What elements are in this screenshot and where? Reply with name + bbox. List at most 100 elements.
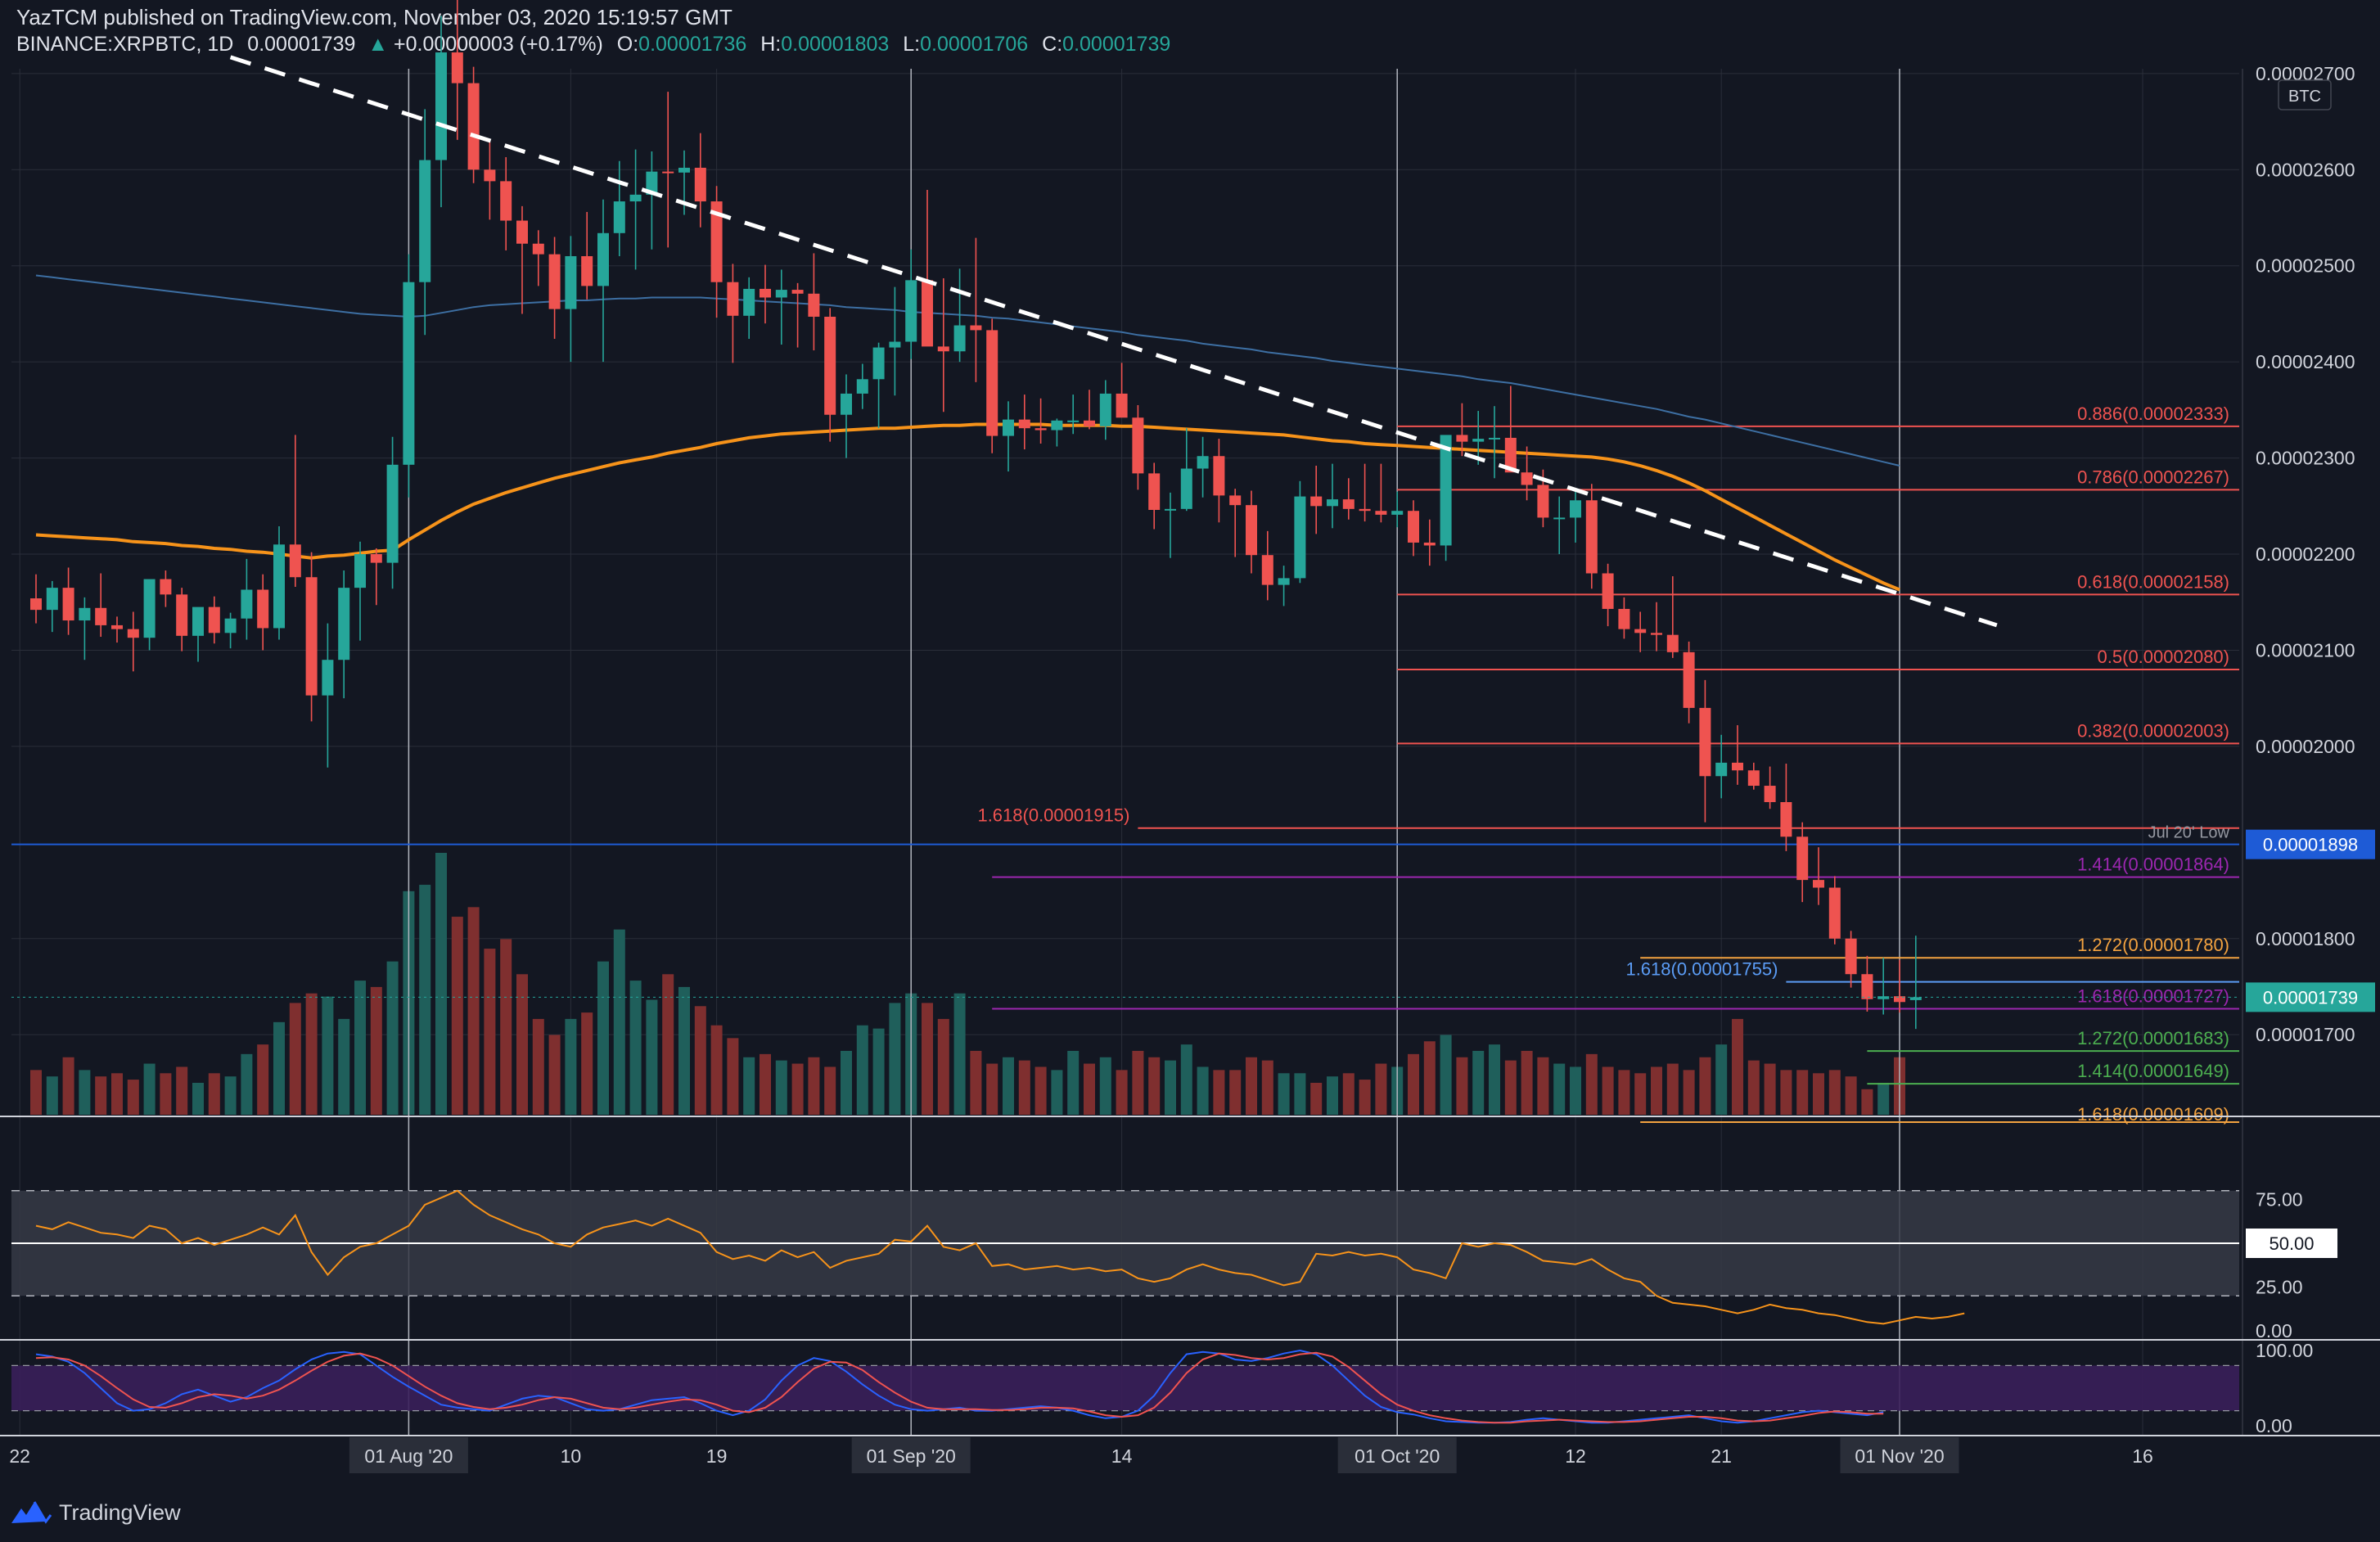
- volume-bar: [841, 1050, 852, 1115]
- candle-body: [1796, 836, 1809, 881]
- candle-body: [694, 167, 706, 202]
- candle-body: [775, 290, 787, 298]
- candle-body: [565, 255, 577, 309]
- candle-body: [79, 607, 91, 621]
- candle-body: [451, 52, 463, 83]
- volume-bar: [305, 993, 318, 1115]
- candle-body: [889, 341, 901, 348]
- candle-body: [1504, 437, 1517, 473]
- volume-bar: [467, 907, 480, 1115]
- open-label: O:: [616, 33, 639, 56]
- volume-bar: [516, 974, 528, 1115]
- volume-bar: [1683, 1070, 1695, 1115]
- candle-body: [1666, 634, 1679, 652]
- volume-bar: [1666, 1063, 1679, 1115]
- candle-body: [1780, 802, 1792, 837]
- date-tick-label: 12: [1565, 1445, 1586, 1467]
- volume-bar: [1067, 1050, 1080, 1115]
- volume-bar: [1294, 1073, 1306, 1115]
- candle-body: [1699, 707, 1711, 777]
- candle-body: [95, 607, 107, 625]
- candle-body: [905, 280, 917, 342]
- volume-bar: [856, 1025, 868, 1115]
- volume-bar: [1359, 1080, 1371, 1115]
- candle-body: [1018, 419, 1030, 429]
- candle-body: [370, 554, 382, 563]
- candle-body: [1747, 770, 1760, 787]
- price-tick-label: 0.00002500: [2256, 255, 2355, 277]
- volume-bar: [1747, 1060, 1760, 1115]
- candle-body: [1099, 393, 1111, 426]
- fib-level-label: 1.414(0.00001649): [2077, 1061, 2229, 1081]
- candle-body: [176, 594, 188, 636]
- candle-body: [808, 293, 820, 317]
- candle-body: [386, 464, 399, 563]
- date-marker-box: [349, 1437, 468, 1473]
- volume-bar: [808, 1057, 820, 1115]
- volume-bar: [257, 1044, 269, 1115]
- volume-bar: [1699, 1057, 1711, 1115]
- open-value: 0.00001736: [638, 33, 747, 56]
- volume-bar: [46, 1076, 58, 1115]
- volume-bar: [1310, 1082, 1323, 1115]
- candle-body: [1165, 508, 1176, 511]
- candle-body: [581, 255, 593, 286]
- volume-bar: [743, 1057, 755, 1115]
- price-tick-label: 0.00001800: [2256, 928, 2355, 949]
- candle-body: [1310, 496, 1323, 507]
- candle-body: [516, 220, 528, 244]
- volume-bar: [1521, 1050, 1533, 1115]
- volume-bar: [435, 853, 447, 1115]
- candle-body: [532, 243, 544, 255]
- moving-average-fast: [35, 422, 1900, 592]
- candle-body: [403, 282, 415, 465]
- date-marker-box: [1840, 1437, 1959, 1473]
- candle-body: [1521, 472, 1533, 485]
- volume-bar: [192, 1082, 204, 1115]
- volume-bar: [1051, 1070, 1063, 1115]
- candle-body: [273, 544, 285, 629]
- date-tick-label: 01 Aug '20: [364, 1445, 453, 1467]
- low-label: L:: [903, 33, 921, 56]
- candle-body: [289, 544, 301, 578]
- symbol-label[interactable]: BINANCE:XRPBTC, 1D: [16, 33, 234, 56]
- price-tick-label: 0.00002100: [2256, 639, 2355, 661]
- candle-body: [241, 589, 253, 619]
- candle-body: [1246, 505, 1257, 556]
- volume-bar: [241, 1053, 253, 1115]
- candle-body: [953, 325, 966, 352]
- volume-bar: [451, 917, 463, 1115]
- volume-bar: [1180, 1044, 1192, 1115]
- rsi-line: [35, 1189, 1965, 1325]
- date-marker-box: [1337, 1437, 1457, 1473]
- volume-bar: [937, 1018, 949, 1115]
- close-value: 0.00001739: [1062, 33, 1171, 56]
- candle-body: [435, 52, 447, 160]
- volume-bar: [1148, 1057, 1161, 1115]
- price-tick-label: 0.00002400: [2256, 351, 2355, 372]
- candle-body: [760, 288, 771, 298]
- currency-badge-label: BTC: [2288, 88, 2321, 106]
- publish-info: YazTCM published on TradingView.com, Nov…: [16, 5, 732, 29]
- up-triangle-icon: ▲: [367, 33, 389, 56]
- volume-bar: [970, 1050, 982, 1115]
- volume-bar: [208, 1073, 220, 1115]
- volume-bar: [775, 1060, 787, 1115]
- candle-body: [597, 232, 609, 286]
- candle-body: [1423, 542, 1436, 546]
- price-tick-label: 0.00002300: [2256, 448, 2355, 469]
- volume-bar: [224, 1076, 237, 1115]
- candle-body: [1456, 435, 1468, 442]
- candle-body: [1537, 485, 1549, 518]
- volume-bar: [1099, 1057, 1111, 1115]
- volume-bar: [1796, 1070, 1809, 1115]
- last-price: 0.00001739: [247, 33, 356, 56]
- date-tick-label: 01 Oct '20: [1355, 1445, 1440, 1467]
- candle-body: [662, 171, 674, 174]
- volume-bar: [143, 1063, 156, 1115]
- volume-bar: [1732, 1018, 1743, 1115]
- volume-bar: [548, 1035, 561, 1115]
- ohlc-legend: BINANCE:XRPBTC, 1D 0.00001739 ▲ +0.00000…: [16, 33, 1170, 56]
- volume-bar: [1327, 1076, 1338, 1115]
